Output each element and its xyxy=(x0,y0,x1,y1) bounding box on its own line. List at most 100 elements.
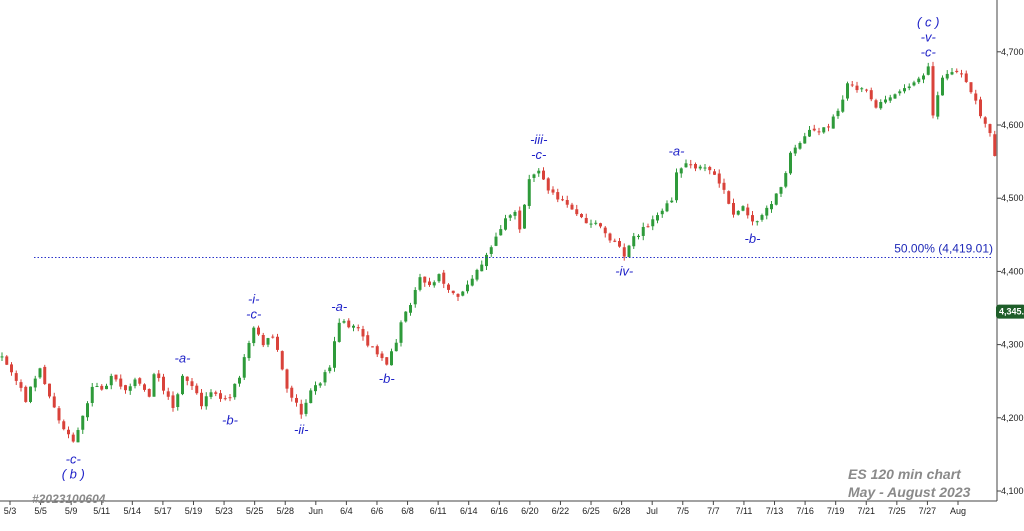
candle-body xyxy=(247,343,251,359)
candle-body xyxy=(413,289,417,305)
candle-body xyxy=(233,383,237,398)
fibonacci-level: 50.00% (4,419.01) xyxy=(34,241,993,258)
wave-label: -b- xyxy=(745,231,762,246)
last-price-value: 4,345. xyxy=(999,307,1024,317)
x-tick-label: 5/3 xyxy=(4,506,17,516)
candle-body xyxy=(993,134,997,156)
candle-body xyxy=(803,136,807,144)
candle-body xyxy=(257,327,260,335)
candle-body xyxy=(252,327,256,344)
chart-subtitle: May - August 2023 xyxy=(848,484,971,500)
candle-body xyxy=(565,200,569,205)
candle-body xyxy=(727,191,731,204)
x-tick-label: 6/25 xyxy=(582,506,600,516)
candle-body xyxy=(394,342,398,352)
candle-body xyxy=(328,367,332,372)
candlestick-series xyxy=(0,61,997,443)
y-tick-label: 4,100. xyxy=(1001,486,1024,496)
candle-body xyxy=(827,126,830,128)
candle-body xyxy=(884,99,887,103)
candle-body xyxy=(964,73,968,82)
candle-body xyxy=(162,376,165,391)
candle-body xyxy=(665,203,669,212)
x-tick-label: 7/27 xyxy=(919,506,937,516)
candle-body xyxy=(209,392,213,397)
x-tick-label: 7/21 xyxy=(857,506,875,516)
candle-body xyxy=(751,215,754,222)
candle-body xyxy=(841,99,845,112)
candle-body xyxy=(504,218,507,230)
candle-body xyxy=(675,172,678,201)
candle-body xyxy=(423,276,427,283)
candle-body xyxy=(204,396,208,407)
candle-body xyxy=(893,94,897,99)
candle-body xyxy=(404,311,408,322)
candle-body xyxy=(613,240,617,242)
candle-body xyxy=(485,254,488,267)
candle-body xyxy=(195,385,199,394)
candle-body xyxy=(29,386,32,402)
candle-body xyxy=(451,290,455,294)
candle-body xyxy=(561,199,564,201)
candle-body xyxy=(879,102,883,109)
candle-body xyxy=(698,166,702,169)
candle-body xyxy=(703,167,707,169)
candle-body xyxy=(789,152,792,174)
wave-label: -c- xyxy=(66,451,82,466)
candle-body xyxy=(670,200,674,203)
candle-body xyxy=(19,382,23,388)
candle-body xyxy=(646,226,650,228)
candle-body xyxy=(342,321,346,323)
candle-body xyxy=(907,86,911,89)
candle-body xyxy=(983,117,987,124)
x-tick-label: Jul xyxy=(646,506,658,516)
candle-body xyxy=(375,346,379,355)
candle-body xyxy=(836,110,840,117)
candle-body xyxy=(133,379,137,387)
candle-body xyxy=(185,376,189,381)
wave-label: -c- xyxy=(246,306,262,321)
candle-body xyxy=(812,128,816,131)
candle-body xyxy=(523,204,526,229)
candle-body xyxy=(589,223,593,225)
candle-body xyxy=(100,385,104,390)
candle-body xyxy=(219,393,222,399)
candle-body xyxy=(960,73,963,75)
candle-body xyxy=(67,429,70,435)
candle-body xyxy=(432,282,436,286)
y-tick-label: 4,400. xyxy=(1001,266,1024,276)
candle-body xyxy=(580,213,583,218)
x-tick-label: 7/16 xyxy=(796,506,814,516)
x-tick-label: 5/5 xyxy=(34,506,47,516)
candle-body xyxy=(347,320,351,328)
y-tick-label: 4,500. xyxy=(1001,193,1024,203)
x-tick-label: 5/9 xyxy=(65,506,78,516)
wave-label: -v- xyxy=(921,29,937,44)
candle-body xyxy=(138,378,142,384)
candle-body xyxy=(708,166,712,171)
x-tick-label: 5/19 xyxy=(185,506,203,516)
candle-body xyxy=(437,274,441,282)
candle-body xyxy=(950,72,954,75)
candle-body xyxy=(385,357,389,365)
candle-body xyxy=(656,215,659,221)
x-tick-label: 6/11 xyxy=(430,506,447,516)
candle-body xyxy=(337,322,341,342)
candle-body xyxy=(869,90,873,100)
candle-body xyxy=(903,88,906,92)
candle-body xyxy=(922,75,925,80)
candle-body xyxy=(546,178,550,191)
candle-body xyxy=(979,99,982,117)
elliott-wave-labels: -c-( b )-a--b--i--c--ii--a--b--iii--c--i… xyxy=(62,14,940,481)
chart-id: #2023100604 xyxy=(32,492,106,506)
candle-body xyxy=(722,182,726,190)
candle-body xyxy=(513,211,517,216)
candle-body xyxy=(466,284,469,292)
candle-body xyxy=(409,305,412,313)
candle-body xyxy=(228,397,232,399)
candle-body xyxy=(418,277,422,290)
candle-body xyxy=(271,336,275,338)
candle-body xyxy=(57,408,61,421)
candle-body xyxy=(537,170,541,174)
candle-body xyxy=(632,236,636,247)
